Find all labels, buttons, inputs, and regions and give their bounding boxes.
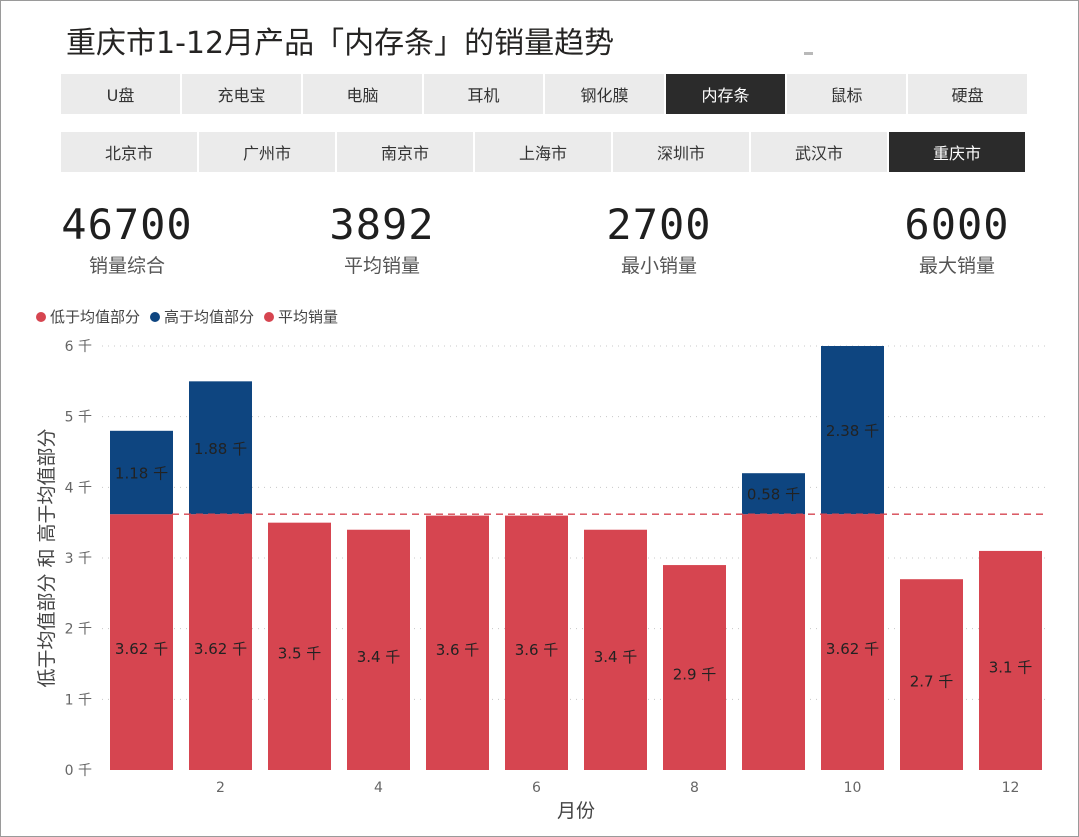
kpi-total-sales: 46700 销量综合 — [17, 200, 237, 278]
sales-bar-chart: 0 千 1 千 2 千 3 千 4 千 5 千 6 千 3.62 千 1.18 千 3.62 千 1… — [36, 339, 1050, 822]
x-tick-label: 10 — [844, 780, 862, 796]
legend-item-below[interactable]: 低于均值部分 — [36, 306, 140, 327]
bar-above-average — [742, 473, 805, 515]
kpi-average-sales: 3892 平均销量 — [272, 200, 492, 278]
bar-below-average — [505, 515, 568, 770]
kpi-value: 2700 — [606, 200, 712, 249]
x-tick-label: 4 — [374, 780, 383, 796]
x-axis-title: 月份 — [557, 800, 595, 822]
bar-above-average — [821, 346, 884, 515]
data-label-below: 3.62 千 — [194, 640, 247, 658]
city-button[interactable]: 广州市 — [199, 132, 335, 172]
data-label-below: 3.4 千 — [594, 648, 638, 666]
y-axis-title: 低于均值部分 和 高于均值部分 — [36, 428, 58, 687]
kpi-value: 6000 — [904, 200, 1010, 249]
data-label-below: 3.62 千 — [826, 640, 879, 658]
chart-legend: 低于均值部分 高于均值部分 平均销量 — [36, 306, 338, 327]
product-button[interactable]: 内存条 — [666, 74, 785, 114]
y-tick-label: 5 千 — [65, 410, 92, 426]
y-tick-label: 0 千 — [65, 763, 92, 779]
legend-item-average[interactable]: 平均销量 — [264, 306, 338, 327]
bar-below-average — [900, 579, 963, 770]
y-tick-label: 4 千 — [65, 480, 92, 496]
kpi-label: 最大销量 — [918, 255, 995, 277]
bar-below-average — [979, 550, 1042, 770]
product-slicer: U盘 充电宝 电脑 耳机 钢化膜 内存条 鼠标 硬盘 — [61, 74, 1027, 114]
data-label-above: 1.88 千 — [194, 440, 247, 458]
kpi-max-sales: 6000 最大销量 — [847, 200, 1067, 278]
city-button[interactable]: 上海市 — [475, 132, 611, 172]
bar-below-average — [189, 514, 252, 770]
kpi-label: 平均销量 — [343, 255, 420, 277]
y-tick-label: 1 千 — [65, 692, 92, 708]
bar-below-average — [663, 565, 726, 770]
kpi-value: 46700 — [61, 200, 193, 249]
product-button[interactable]: 充电宝 — [182, 74, 301, 114]
data-label-above: 2.38 千 — [826, 422, 879, 440]
kpi-min-sales: 2700 最小销量 — [549, 200, 769, 278]
bar-above-average — [110, 430, 173, 515]
kpi-value: 3892 — [329, 200, 435, 249]
x-tick-label: 2 — [216, 780, 225, 796]
bar-below-average — [110, 514, 173, 770]
bar-above-average — [189, 381, 252, 515]
bar-below-average — [584, 529, 647, 770]
data-label-below: 2.7 千 — [910, 673, 954, 691]
bar-below-average — [821, 514, 884, 770]
bar-below-average — [426, 515, 489, 770]
legend-label: 平均销量 — [278, 308, 339, 326]
x-tick-label: 6 — [532, 780, 541, 796]
city-button[interactable]: 重庆市 — [889, 132, 1025, 172]
city-button[interactable]: 南京市 — [337, 132, 473, 172]
data-label-above: 1.18 千 — [115, 464, 168, 482]
y-tick-label: 6 千 — [65, 339, 92, 355]
legend-dot-icon — [36, 311, 46, 322]
report-title: 重庆市1-12月产品「内存条」的销量趋势 — [66, 26, 615, 61]
focus-mode-handle[interactable] — [804, 52, 813, 55]
product-button[interactable]: 硬盘 — [908, 74, 1027, 114]
product-button[interactable]: 电脑 — [303, 74, 422, 114]
bar-below-average — [742, 514, 805, 770]
city-button[interactable]: 深圳市 — [613, 132, 749, 172]
product-button[interactable]: U盘 — [61, 74, 180, 114]
x-tick-label: 8 — [690, 780, 699, 796]
kpi-label: 销量综合 — [88, 255, 165, 277]
bar-below-average — [268, 522, 331, 770]
legend-item-above[interactable]: 高于均值部分 — [150, 306, 254, 327]
data-label-above: 0.58 千 — [747, 486, 800, 504]
legend-dot-icon — [264, 311, 275, 322]
data-label-below: 3.6 千 — [436, 641, 480, 659]
legend-dot-icon — [150, 311, 161, 322]
y-tick-label: 3 千 — [65, 551, 92, 567]
x-tick-label: 12 — [1002, 780, 1020, 796]
product-button[interactable]: 钢化膜 — [545, 74, 664, 114]
city-button[interactable]: 北京市 — [61, 132, 197, 172]
data-label-below: 2.9 千 — [673, 666, 717, 684]
product-button[interactable]: 鼠标 — [787, 74, 906, 114]
product-button[interactable]: 耳机 — [424, 74, 543, 114]
data-label-below: 3.4 千 — [357, 648, 401, 666]
bar-below-average — [347, 529, 410, 770]
city-button[interactable]: 武汉市 — [751, 132, 887, 172]
kpi-label: 最小销量 — [620, 255, 697, 277]
legend-label: 高于均值部分 — [164, 308, 255, 326]
legend-label: 低于均值部分 — [50, 308, 141, 326]
data-label-below: 3.1 千 — [989, 658, 1033, 676]
city-slicer: 北京市 广州市 南京市 上海市 深圳市 武汉市 重庆市 — [61, 132, 1025, 172]
y-tick-label: 2 千 — [65, 622, 92, 638]
data-label-below: 3.62 千 — [115, 640, 168, 658]
data-label-below: 3.5 千 — [278, 644, 322, 662]
data-label-below: 3.6 千 — [515, 641, 559, 659]
